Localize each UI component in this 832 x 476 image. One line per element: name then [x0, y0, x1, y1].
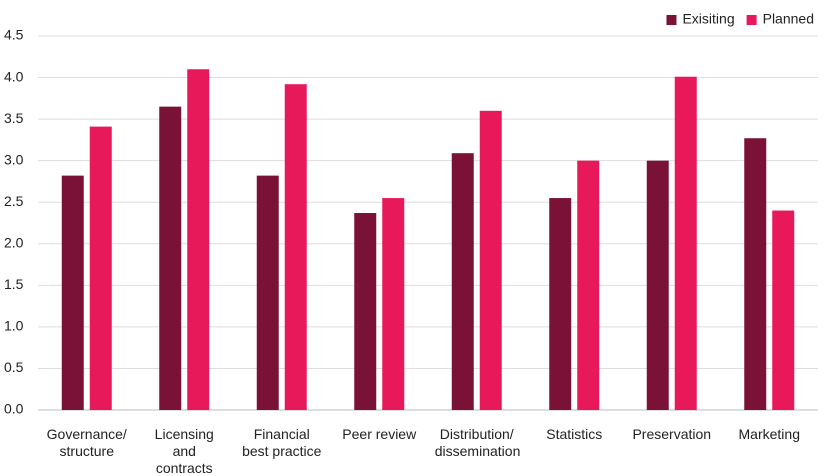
bar — [354, 213, 377, 410]
bar — [61, 175, 84, 410]
legend-swatch — [666, 15, 677, 25]
y-tick-label: 1.0 — [4, 318, 24, 334]
x-tick-label: Governance/ structure — [46, 426, 127, 459]
bar — [479, 110, 502, 411]
bar — [646, 160, 669, 410]
y-tick-label: 0.0 — [4, 401, 24, 417]
x-tick-label: Preservation — [632, 426, 712, 442]
bar — [577, 160, 600, 410]
legend-label: Exisiting — [682, 11, 734, 27]
bar — [451, 153, 474, 411]
bar — [744, 138, 767, 410]
y-tick-label: 1.5 — [4, 276, 24, 292]
x-tick-label: Financial best practice — [242, 426, 322, 459]
bar — [256, 175, 279, 410]
y-tick-label: 4.0 — [4, 68, 24, 84]
bar — [549, 198, 572, 410]
y-tick-label: 3.5 — [4, 110, 24, 126]
bar — [674, 76, 697, 411]
bar — [89, 126, 112, 410]
y-tick-label: 4.5 — [4, 27, 24, 43]
y-tick-label: 2.0 — [4, 234, 24, 250]
x-tick-label: Licensing and contracts — [154, 426, 214, 476]
y-tick-label: 0.5 — [4, 359, 24, 375]
x-tick-label: Distribution/ dissemination — [434, 426, 521, 459]
x-tick-label: Statistics — [546, 426, 603, 442]
y-tick-label: 2.5 — [4, 193, 24, 209]
bar — [187, 69, 210, 410]
x-tick-label: Peer review — [342, 426, 417, 442]
bar — [159, 106, 182, 411]
legend-swatch — [746, 15, 757, 25]
bar — [382, 198, 405, 410]
bar — [284, 84, 307, 411]
legend-label: Planned — [763, 11, 814, 27]
x-tick-label: Marketing — [738, 426, 800, 442]
bar — [772, 210, 795, 410]
y-tick-label: 3.0 — [4, 151, 24, 167]
